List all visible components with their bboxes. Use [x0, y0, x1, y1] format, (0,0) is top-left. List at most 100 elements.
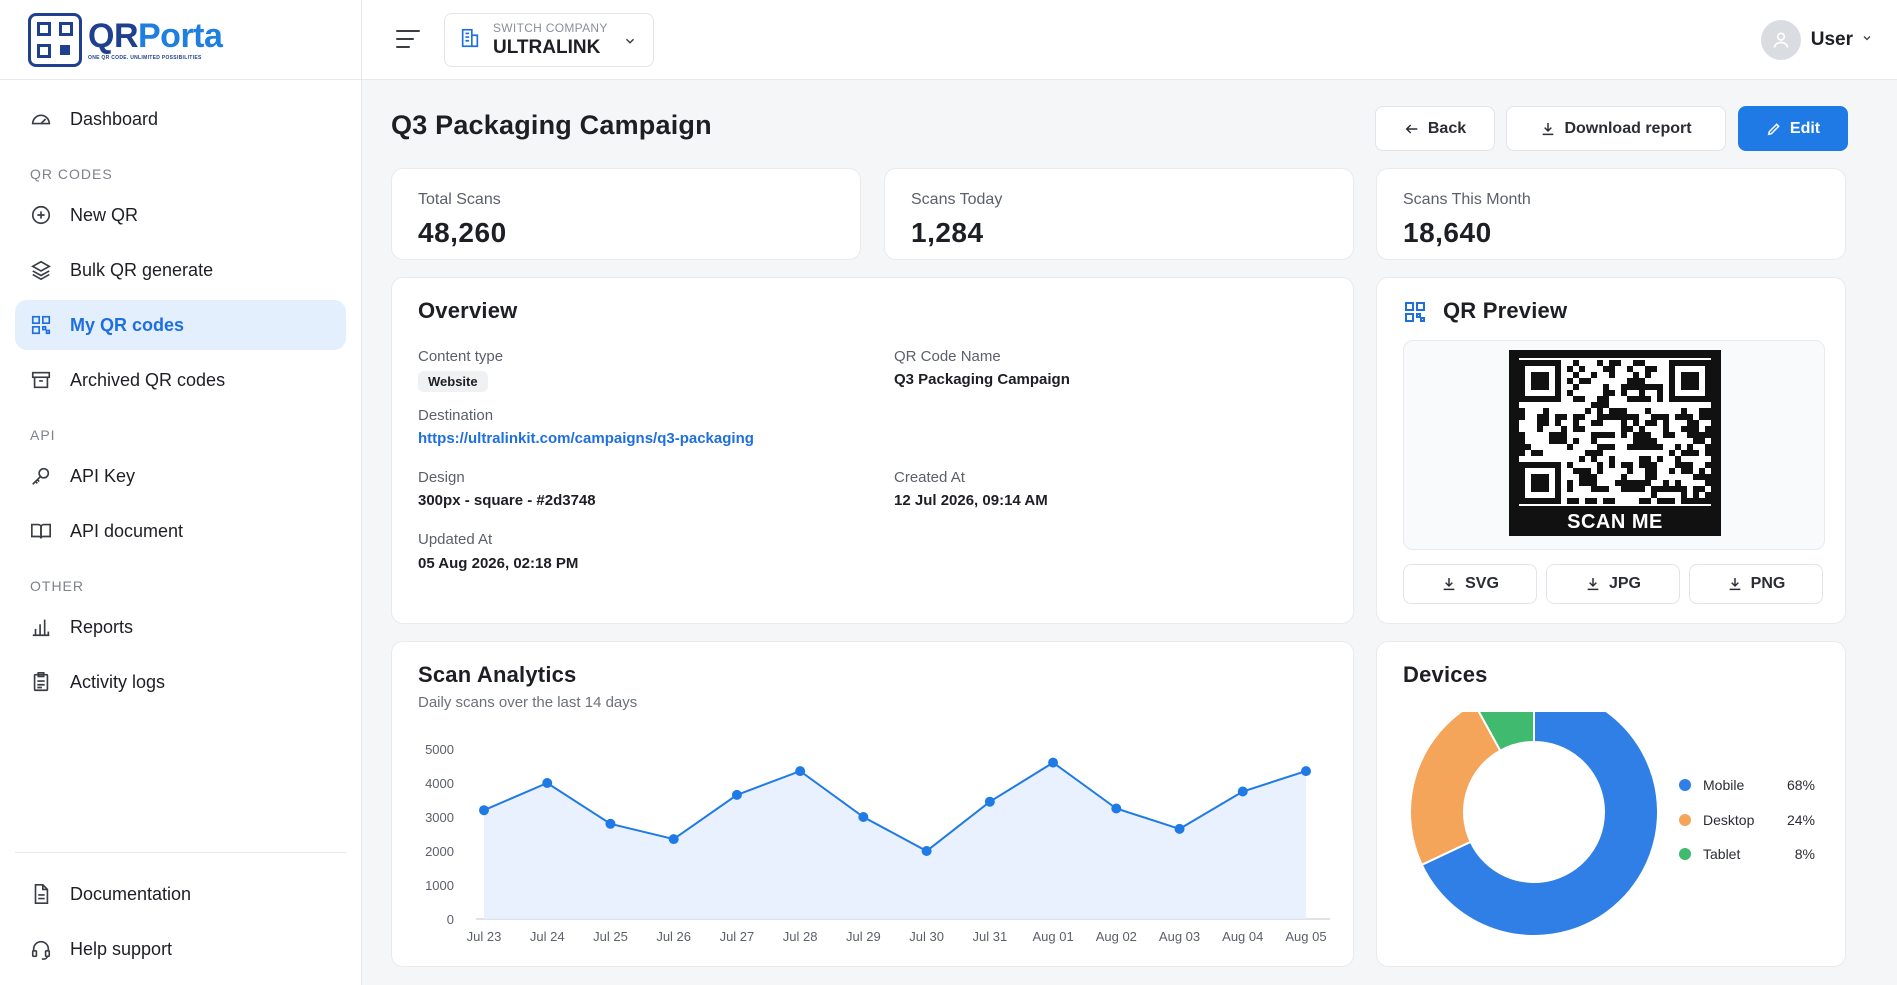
devices-donut-chart [1409, 712, 1657, 937]
sidebar-item-api-key[interactable]: API Key [15, 451, 346, 501]
legend-value: 68% [1786, 777, 1815, 793]
y-tick-label: 4000 [425, 776, 454, 791]
sidebar: QRPorta ONE QR CODE. UNLIMITED POSSIBILI… [0, 0, 362, 985]
brand-logo[interactable]: QRPorta ONE QR CODE. UNLIMITED POSSIBILI… [0, 0, 361, 80]
sidebar-item-help-support[interactable]: Help support [15, 924, 346, 974]
download-icon [1443, 578, 1455, 591]
headset-icon [29, 937, 53, 961]
x-tick-label: Jul 25 [593, 929, 628, 944]
legend-item: Tablet 8% [1679, 846, 1815, 862]
series-line [483, 761, 1307, 853]
download-icon [1587, 578, 1599, 591]
content-type-label: Content type [418, 348, 504, 365]
download-svg-button[interactable]: SVG [1403, 564, 1537, 604]
edit-button[interactable]: Edit [1738, 106, 1848, 151]
x-tick-label: Jul 29 [846, 929, 881, 944]
data-point [795, 766, 806, 777]
sidebar-item-bulk-qr[interactable]: Bulk QR generate [15, 245, 346, 295]
bar-chart-icon [29, 615, 53, 639]
download-icon [1543, 122, 1554, 135]
nav-section-other: OTHER [30, 578, 84, 594]
y-tick-label: 3000 [425, 810, 454, 825]
company-caption: SWITCH COMPANY [493, 21, 608, 35]
devices-title: Devices [1403, 662, 1488, 687]
sidebar-item-label: Documentation [70, 883, 192, 904]
stat-card-scans-today: Scans Today 1,284 [884, 168, 1354, 260]
back-button[interactable]: Back [1375, 106, 1495, 151]
back-label: Back [1427, 119, 1467, 137]
x-tick-label: Jul 31 [972, 929, 1007, 944]
sidebar-item-archived-qr[interactable]: Archived QR codes [15, 355, 346, 405]
x-tick-label: Jul 30 [909, 929, 944, 944]
devices-card: Devices Mobile 68% Desktop 24% Tablet 8% [1376, 641, 1846, 967]
sidebar-item-activity-logs[interactable]: Activity logs [15, 657, 346, 707]
nav-section-api: API [30, 427, 56, 443]
download-icon [1729, 578, 1740, 591]
book-icon [29, 519, 53, 543]
destination-link[interactable]: https://ultralinkit.com/campaigns/q3-pac… [418, 430, 754, 447]
data-point [668, 834, 679, 845]
x-tick-label: Jul 23 [467, 929, 502, 944]
chevron-down-icon [1861, 31, 1873, 49]
download-jpg-button[interactable]: JPG [1546, 564, 1680, 604]
stat-label: Scans This Month [1403, 191, 1531, 208]
sidebar-item-my-qr-codes[interactable]: My QR codes [15, 300, 346, 350]
x-tick-label: Jul 28 [783, 929, 818, 944]
data-point [1111, 803, 1122, 814]
x-tick-label: Jul 24 [530, 929, 565, 944]
key-icon [29, 464, 53, 488]
download-label: Download report [1564, 119, 1692, 137]
jpg-label: JPG [1608, 575, 1641, 592]
legend-swatch [1679, 779, 1691, 791]
scan-analytics-card: Scan Analytics Daily scans over the last… [391, 641, 1354, 967]
legend-swatch [1679, 814, 1691, 826]
area-fill [484, 762, 1306, 919]
data-point [921, 846, 932, 856]
sidebar-item-documentation[interactable]: Documentation [15, 869, 346, 919]
menu-toggle-icon[interactable] [396, 30, 420, 54]
data-point [858, 812, 869, 822]
y-tick-label: 1000 [425, 878, 454, 893]
data-point [1237, 786, 1248, 797]
download-report-button[interactable]: Download report [1506, 106, 1726, 151]
chevron-down-icon [623, 34, 637, 53]
topbar: SWITCH COMPANY ULTRALINK User [362, 0, 1897, 80]
data-point [984, 796, 995, 807]
edit-label: Edit [1789, 119, 1821, 137]
sidebar-item-label: Reports [70, 616, 134, 637]
building-icon [459, 27, 481, 54]
analytics-title: Scan Analytics [418, 662, 577, 687]
stat-card-total-scans: Total Scans 48,260 [391, 168, 861, 260]
stat-value: 18,640 [1403, 217, 1492, 248]
x-tick-label: Aug 05 [1285, 929, 1326, 944]
sidebar-item-label: API Key [70, 465, 136, 486]
company-switcher[interactable]: SWITCH COMPANY ULTRALINK [444, 13, 654, 67]
avatar [1760, 20, 1801, 60]
x-tick-label: Jul 26 [656, 929, 691, 944]
sidebar-item-dashboard[interactable]: Dashboard [15, 94, 346, 144]
qr-preview-card: QR Preview SCAN ME SVG JPG PNG [1376, 277, 1846, 624]
pencil-icon [1767, 122, 1780, 135]
qr-caption: SCAN ME [1567, 511, 1663, 533]
stat-value: 1,284 [911, 217, 984, 248]
brand-name: QRPorta [88, 16, 223, 55]
qr-grid-icon [29, 313, 53, 337]
legend-item: Mobile 68% [1679, 777, 1815, 793]
sidebar-item-new-qr[interactable]: New QR [15, 190, 346, 240]
updated-at-label: Updated At [418, 531, 493, 548]
sidebar-item-api-document[interactable]: API document [15, 506, 346, 556]
sidebar-item-label: Archived QR codes [70, 369, 226, 390]
qr-grid-icon [1403, 300, 1427, 329]
legend-label: Tablet [1703, 846, 1741, 862]
pie-slice [1477, 712, 1535, 753]
sidebar-item-label: Bulk QR generate [70, 259, 214, 280]
png-label: PNG [1750, 575, 1786, 592]
sidebar-item-reports[interactable]: Reports [15, 602, 346, 652]
qr-code-image: SCAN ME [1509, 350, 1721, 536]
created-at-value: 12 Jul 2026, 09:14 AM [894, 492, 1048, 509]
user-menu[interactable]: User [1760, 20, 1873, 60]
created-at-label: Created At [894, 469, 965, 486]
download-png-button[interactable]: PNG [1689, 564, 1823, 604]
x-tick-label: Aug 02 [1096, 929, 1137, 944]
legend-value: 24% [1786, 812, 1815, 828]
